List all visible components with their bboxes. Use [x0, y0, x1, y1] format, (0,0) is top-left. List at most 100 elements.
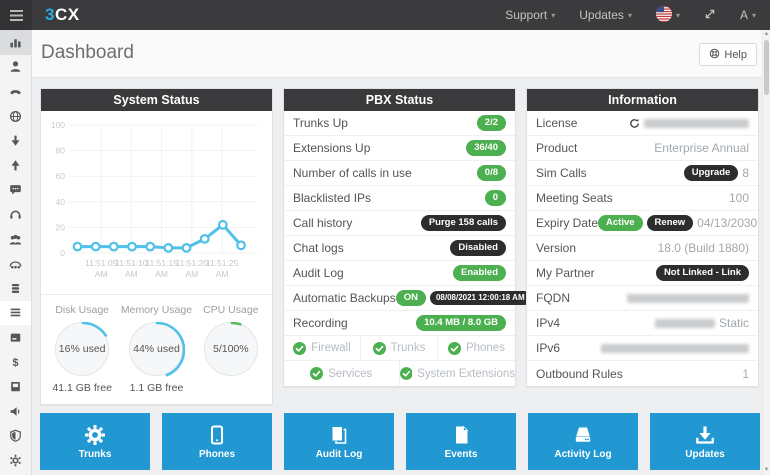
scroll-up-arrow[interactable]: ▲	[763, 31, 770, 37]
chat-icon	[10, 185, 21, 195]
redacted-value	[644, 118, 749, 128]
svg-text:11:51:20: 11:51:20	[176, 258, 209, 268]
tile-trunks[interactable]: Trunks	[40, 413, 150, 470]
tile-updates[interactable]: Updates	[650, 413, 760, 470]
sidebar-item-shield[interactable]	[0, 424, 31, 449]
row-label: IPv4	[536, 316, 561, 330]
life-ring-icon	[709, 48, 720, 62]
pbx-row-trunks-up: Trunks Up 2/2	[284, 111, 515, 136]
sidebar-item-desk-phone[interactable]	[0, 79, 31, 104]
smartphone-icon	[211, 425, 223, 444]
svg-text:0: 0	[60, 248, 65, 258]
drive-icon	[575, 427, 591, 442]
life-ring-icon	[710, 48, 720, 58]
download-icon	[696, 426, 714, 444]
row-label: Audit Log	[293, 266, 344, 280]
tile-label: Phones	[198, 448, 236, 460]
conference-icon	[9, 261, 22, 269]
fullscreen-button[interactable]	[704, 8, 716, 23]
shortcut-tiles: Trunks Phones Audit Log Events Activity Log U…	[40, 413, 760, 470]
badge-on[interactable]: ON	[395, 290, 426, 306]
sidebar-item-card[interactable]	[0, 325, 31, 350]
redacted-value	[601, 343, 749, 353]
badge-not-linked-link[interactable]: Not Linked - Link	[655, 265, 749, 281]
updates-menu[interactable]: Updates ▾	[579, 8, 632, 22]
arrow-down-icon	[11, 135, 20, 146]
hamburger-menu-button[interactable]	[0, 0, 32, 30]
system-status-panel: System Status 0 20 40 60 80 100 11:51:05 AM 11:5…	[40, 88, 273, 405]
check-icon	[399, 367, 413, 380]
tile-label: Trunks	[78, 448, 112, 460]
logo-3cx[interactable]: 3CX	[45, 5, 80, 25]
user-menu[interactable]: A ▾	[740, 8, 756, 22]
svg-text:11:51:15: 11:51:15	[145, 258, 178, 268]
row-label: Expiry Date	[536, 216, 599, 230]
scrollbar-thumb[interactable]	[764, 40, 769, 95]
updates-label: Updates	[579, 8, 624, 22]
row-label: Product	[536, 141, 578, 155]
row-value: 100	[728, 191, 749, 205]
sidebar-item-arrow-down[interactable]	[0, 128, 31, 153]
row-label: Recording	[293, 316, 348, 330]
service-check-services: Services	[284, 361, 400, 386]
sidebar-item-gear[interactable]	[0, 448, 31, 473]
tile-label: Updates	[685, 448, 725, 460]
sidebar-item-user[interactable]	[0, 55, 31, 80]
chevron-down-icon: ▾	[751, 10, 756, 20]
sidebar-item-book[interactable]	[0, 374, 31, 399]
sidebar-item-conference[interactable]	[0, 251, 31, 276]
sidebar-item-globe[interactable]	[0, 104, 31, 129]
refresh-license-button[interactable]	[629, 118, 640, 129]
svg-text:11:51:05: 11:51:05	[85, 258, 118, 268]
info-row-expiry-date: Expiry Date Active Renew 04/13/2030	[527, 211, 758, 236]
pbx-row-blacklisted-ips: Blacklisted IPs 0	[284, 186, 515, 211]
us-flag-icon	[655, 5, 672, 25]
check-label: System Extensions	[417, 367, 515, 380]
info-row-ipv6: IPv6	[527, 336, 758, 361]
row-label: FQDN	[536, 291, 570, 305]
globe-icon	[9, 110, 22, 122]
tile-events[interactable]: Events	[406, 413, 516, 470]
tile-phones[interactable]: Phones	[162, 413, 272, 470]
tile-audit-log[interactable]: Audit Log	[284, 413, 394, 470]
desk-phone-icon	[10, 90, 21, 95]
row-label: Extensions Up	[293, 141, 371, 155]
badge-purge-158-calls[interactable]: Purge 158 calls	[420, 215, 506, 231]
sidebar-item-arrow-up[interactable]	[0, 153, 31, 178]
gear-icon	[85, 424, 105, 445]
file-icon	[456, 425, 469, 443]
svg-text:AM: AM	[125, 269, 138, 279]
row-label: Automatic Backups	[293, 291, 396, 305]
tile-activity-log[interactable]: Activity Log	[528, 413, 638, 470]
svg-text:20: 20	[56, 222, 66, 232]
svg-text:60: 60	[56, 171, 66, 181]
information-panel: Information License Product Enterprise Ann…	[526, 88, 759, 387]
language-menu[interactable]: ▾	[655, 5, 680, 25]
badge-upgrade[interactable]: Upgrade	[683, 165, 739, 181]
badge-renew[interactable]: Renew	[646, 215, 694, 231]
support-menu[interactable]: Support ▾	[505, 8, 555, 22]
sidebar-item-headset[interactable]	[0, 202, 31, 227]
scrollbar[interactable]: ▲ ▼	[762, 30, 770, 475]
sidebar-item-users[interactable]	[0, 227, 31, 252]
sidebar-item-speaker[interactable]	[0, 399, 31, 424]
sidebar-nav: $	[0, 30, 32, 475]
info-row-ipv4: IPv4 Static	[527, 311, 758, 336]
row-label: Version	[536, 241, 577, 255]
sidebar-item-list[interactable]	[0, 300, 31, 326]
scroll-down-arrow[interactable]: ▼	[763, 467, 770, 473]
sidebar-item-dollar[interactable]: $	[0, 350, 31, 375]
info-row-license: License	[527, 111, 758, 136]
system-status-chart: 0 20 40 60 80 100 11:51:05 AM 11:51:10 AM 11:51:15…	[41, 111, 272, 294]
sidebar-item-chat[interactable]	[0, 178, 31, 203]
speaker-icon	[10, 406, 20, 416]
help-button[interactable]: Help	[699, 43, 757, 66]
badge-08-08-2021-12-00-18-am[interactable]: 08/08/2021 12:00:18 AM	[429, 290, 531, 306]
check-icon	[310, 367, 324, 380]
row-label: License	[536, 116, 578, 130]
gauge-value: 16% used	[58, 343, 106, 355]
sidebar-item-bar-chart[interactable]	[0, 30, 31, 55]
sidebar-item-stack[interactable]	[0, 276, 31, 301]
page-header: Dashboard Help	[32, 30, 762, 78]
